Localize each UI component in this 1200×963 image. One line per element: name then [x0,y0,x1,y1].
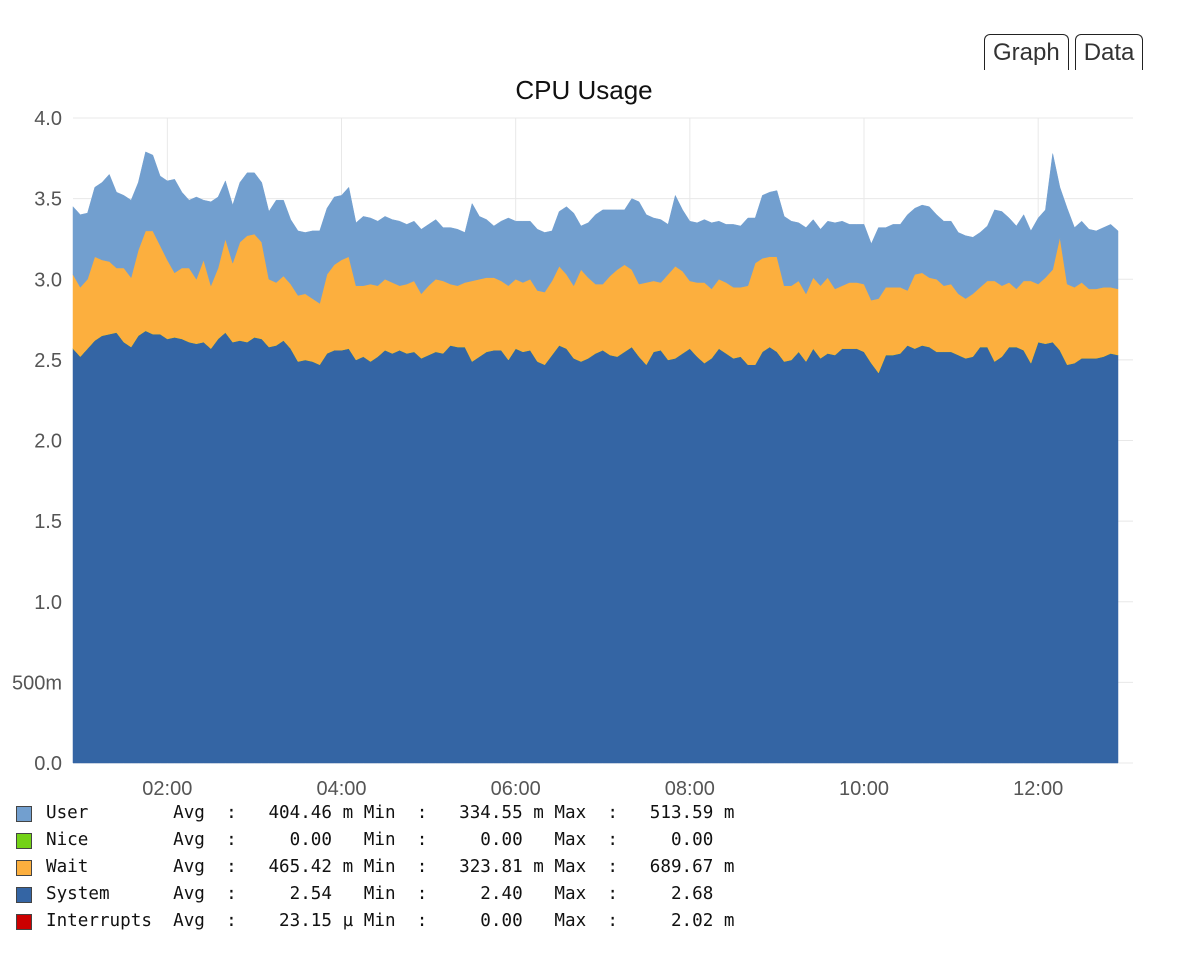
y-tick-label: 3.5 [34,189,62,211]
x-tick-label: 02:00 [142,778,192,800]
legend: User Avg : 404.46 m Min : 334.55 m Max :… [16,800,735,935]
y-tick-label: 4.0 [34,108,62,130]
legend-swatch-user [16,805,32,822]
y-tick-label: 2.0 [34,431,62,453]
legend-swatch-interrupts [16,913,32,930]
x-axis-ticks: 02:00 04:00 06:00 08:00 10:00 12:00 [142,778,1063,800]
y-tick-label: 2.5 [34,350,62,372]
cpu-usage-chart: CPU Usage 0.0 500m 1.0 1.5 2.0 2.5 3.0 3.5 4.0 0… [12,75,1133,800]
tab-data[interactable]: Data [1074,34,1144,70]
x-tick-label: 08:00 [665,778,715,800]
stacked-areas [72,151,1119,764]
legend-text-wait: Wait Avg : 465.42 m Min : 323.81 m Max :… [46,857,735,877]
tab-graph[interactable]: Graph [984,34,1069,70]
legend-text-user: User Avg : 404.46 m Min : 334.55 m Max :… [46,803,735,823]
legend-swatch-nice [16,832,32,849]
series-area-system [72,330,1119,764]
legend-text-system: System Avg : 2.54 Min : 2.40 Max : 2.68 [46,884,714,904]
x-tick-label: 06:00 [491,778,541,800]
y-tick-label: 0.0 [34,753,62,775]
x-tick-label: 10:00 [839,778,889,800]
view-tabs: Graph Data [984,34,1144,70]
y-tick-label: 1.0 [34,592,62,614]
y-tick-label: 500m [12,672,62,694]
legend-swatch-system [16,886,32,903]
legend-row-user: User Avg : 404.46 m Min : 334.55 m Max :… [16,800,735,827]
y-tick-label: 3.0 [34,269,62,291]
legend-row-wait: Wait Avg : 465.42 m Min : 323.81 m Max :… [16,854,735,881]
x-tick-label: 04:00 [316,778,366,800]
chart-title: CPU Usage [515,75,652,105]
y-tick-label: 1.5 [34,511,62,533]
x-tick-label: 12:00 [1013,778,1063,800]
legend-row-system: System Avg : 2.54 Min : 2.40 Max : 2.68 [16,881,735,908]
legend-text-interrupts: Interrupts Avg : 23.15 µ Min : 0.00 Max … [46,911,735,931]
series-area-user [72,151,1119,304]
legend-swatch-wait [16,859,32,876]
legend-text-nice: Nice Avg : 0.00 Min : 0.00 Max : 0.00 [46,830,714,850]
legend-row-nice: Nice Avg : 0.00 Min : 0.00 Max : 0.00 [16,827,735,854]
y-axis-ticks: 0.0 500m 1.0 1.5 2.0 2.5 3.0 3.5 4.0 [12,108,62,775]
legend-row-interrupts: Interrupts Avg : 23.15 µ Min : 0.00 Max … [16,908,735,935]
